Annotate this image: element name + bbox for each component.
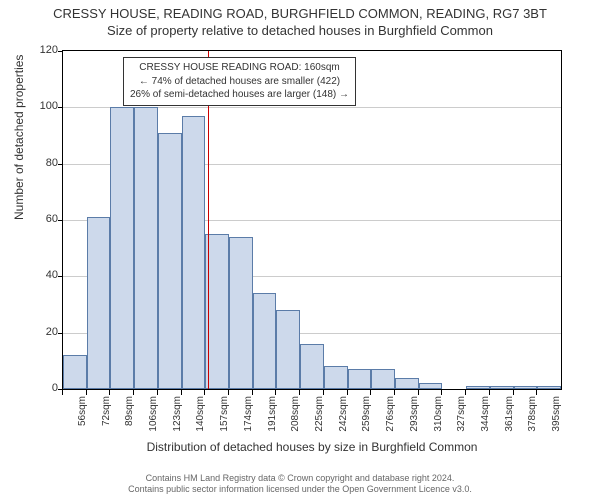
histogram-bar (134, 107, 158, 389)
y-tick-mark (58, 51, 63, 52)
x-tick-mark (536, 390, 537, 395)
x-tick-label: 56sqm (77, 396, 88, 426)
histogram-bar (324, 366, 348, 389)
x-tick-label: 89sqm (124, 396, 135, 426)
x-axis-label: Distribution of detached houses by size … (62, 440, 562, 454)
x-tick-label: 293sqm (409, 396, 420, 432)
annotation-box: CRESSY HOUSE READING ROAD: 160sqm← 74% o… (123, 57, 356, 106)
x-tick-mark (299, 390, 300, 395)
histogram-bar (395, 378, 419, 389)
y-tick-mark (58, 164, 63, 165)
histogram-bar (348, 369, 372, 389)
x-tick-label: 242sqm (338, 396, 349, 432)
histogram-bar (276, 310, 300, 389)
y-tick-label: 0 (52, 382, 58, 394)
histogram-bar (182, 116, 206, 389)
x-tick-mark (394, 390, 395, 395)
x-tick-mark (275, 390, 276, 395)
histogram-bar (514, 386, 538, 389)
y-tick-label: 20 (46, 326, 58, 338)
x-tick-mark (347, 390, 348, 395)
footer-line-1: Contains HM Land Registry data © Crown c… (146, 473, 455, 483)
y-tick-label: 100 (40, 100, 58, 112)
x-tick-label: 191sqm (267, 396, 278, 432)
histogram-bar (253, 293, 277, 389)
x-tick-mark (418, 390, 419, 395)
x-tick-label: 72sqm (101, 396, 112, 426)
y-tick-mark (58, 276, 63, 277)
x-tick-label: 123sqm (172, 396, 183, 432)
histogram-bar (110, 107, 134, 389)
footer-line-2: Contains public sector information licen… (128, 484, 472, 494)
x-tick-mark (323, 390, 324, 395)
x-tick-label: 344sqm (480, 396, 491, 432)
x-tick-mark (86, 390, 87, 395)
x-tick-label: 259sqm (361, 396, 372, 432)
x-tick-mark (252, 390, 253, 395)
histogram-bar (87, 217, 111, 389)
x-tick-label: 208sqm (290, 396, 301, 432)
histogram-bar (537, 386, 561, 389)
histogram-bar (419, 383, 443, 389)
y-tick-label: 120 (40, 44, 58, 56)
x-tick-mark (228, 390, 229, 395)
x-tick-mark (62, 390, 63, 395)
x-tick-mark (370, 390, 371, 395)
y-tick-container: 020406080100120 (0, 50, 62, 390)
chart-subtitle: Size of property relative to detached ho… (0, 21, 600, 38)
annotation-line-2: ← 74% of detached houses are smaller (42… (130, 75, 349, 89)
footer-attribution: Contains HM Land Registry data © Crown c… (0, 473, 600, 496)
x-tick-mark (441, 390, 442, 395)
x-tick-label: 327sqm (456, 396, 467, 432)
x-tick-mark (157, 390, 158, 395)
x-tick-label: 276sqm (385, 396, 396, 432)
x-tick-mark (465, 390, 466, 395)
histogram-bar (158, 133, 182, 389)
x-tick-label: 174sqm (243, 396, 254, 432)
histogram-bar (63, 355, 87, 389)
y-tick-mark (58, 220, 63, 221)
histogram-bar (229, 237, 253, 389)
x-tick-label: 395sqm (551, 396, 562, 432)
x-tick-mark (133, 390, 134, 395)
y-tick-mark (58, 107, 63, 108)
x-tick-label: 378sqm (527, 396, 538, 432)
x-tick-mark (109, 390, 110, 395)
histogram-bar (466, 386, 490, 389)
y-tick-mark (58, 333, 63, 334)
histogram-bar (490, 386, 514, 389)
y-tick-label: 40 (46, 269, 58, 281)
annotation-line-1: CRESSY HOUSE READING ROAD: 160sqm (130, 61, 349, 75)
x-tick-label: 361sqm (504, 396, 515, 432)
annotation-line-3: 26% of semi-detached houses are larger (… (130, 88, 349, 102)
chart-title: CRESSY HOUSE, READING ROAD, BURGHFIELD C… (0, 0, 600, 21)
y-tick-label: 60 (46, 213, 58, 225)
x-tick-mark (181, 390, 182, 395)
x-tick-mark (489, 390, 490, 395)
x-tick-label: 157sqm (219, 396, 230, 432)
x-tick-label: 106sqm (148, 396, 159, 432)
x-tick-label: 225sqm (314, 396, 325, 432)
y-tick-label: 80 (46, 157, 58, 169)
histogram-bar (300, 344, 324, 389)
x-tick-label: 310sqm (433, 396, 444, 432)
chart-plot-area: CRESSY HOUSE READING ROAD: 160sqm← 74% o… (62, 50, 562, 390)
histogram-bar (371, 369, 395, 389)
x-tick-label: 140sqm (195, 396, 206, 432)
x-tick-mark (204, 390, 205, 395)
x-tick-mark (513, 390, 514, 395)
